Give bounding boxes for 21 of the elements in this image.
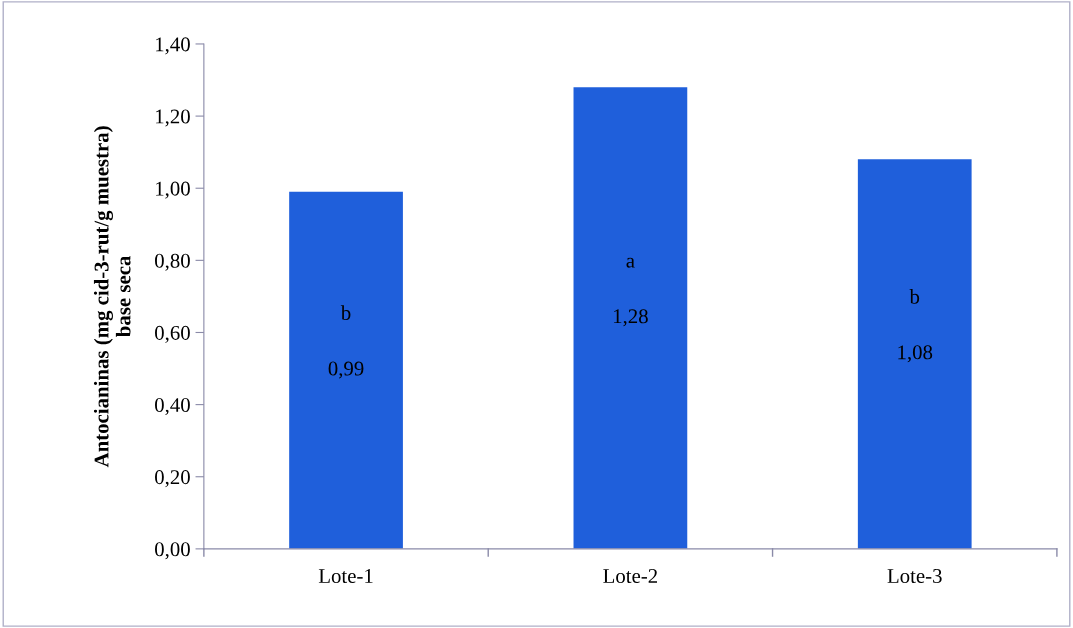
- bar: [573, 87, 688, 549]
- y-axis-title: Antocianinas (mg cid-3-rut/g muestra) base seca: [93, 126, 131, 468]
- bar: [857, 159, 972, 549]
- data-label: 0,99: [328, 361, 364, 379]
- y-tick-label: 0,80: [155, 253, 190, 271]
- data-label: 1,08: [898, 345, 933, 363]
- y-tick-label: 1,40: [156, 37, 190, 55]
- y-tick-label: 0,20: [155, 470, 190, 488]
- y-tick-label: 0,00: [155, 542, 190, 560]
- y-tick-label: 0,60: [155, 325, 190, 343]
- x-tick-label: Lote-1: [318, 569, 373, 583]
- y-tick-label: 1,00: [156, 181, 190, 199]
- y-tick-label: 0,40: [155, 397, 190, 416]
- x-tick-label: Lote-3: [887, 568, 942, 583]
- bar: [289, 191, 403, 549]
- annotation: b: [909, 289, 920, 304]
- y-tick-label: 1,20: [156, 109, 190, 127]
- x-tick-label: Lote-2: [603, 568, 657, 583]
- data-label: 1,28: [613, 309, 648, 327]
- annotation: b: [340, 305, 351, 321]
- annotation: a: [626, 257, 635, 268]
